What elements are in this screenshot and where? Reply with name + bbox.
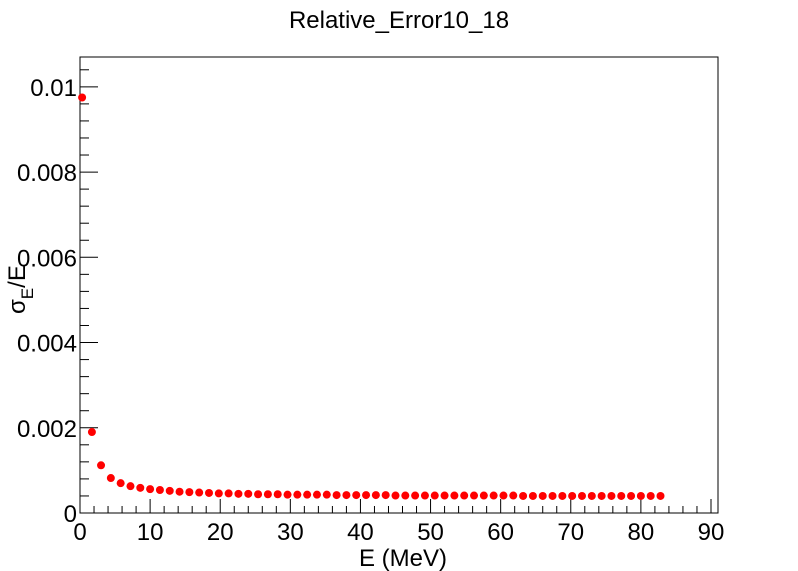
data-point bbox=[342, 491, 351, 500]
data-point bbox=[519, 491, 528, 500]
y-tick-label: 0.006 bbox=[17, 245, 77, 272]
data-point bbox=[607, 491, 616, 500]
data-point bbox=[440, 491, 449, 500]
x-tick-label: 80 bbox=[628, 519, 655, 546]
data-point bbox=[538, 491, 547, 500]
y-tick-label: 0 bbox=[64, 501, 77, 528]
data-point bbox=[293, 490, 302, 499]
data-point bbox=[489, 491, 498, 500]
data-point bbox=[391, 491, 400, 500]
y-label-slash: / bbox=[4, 281, 31, 288]
y-tick-label: 0.002 bbox=[17, 416, 77, 443]
data-point bbox=[499, 491, 508, 500]
data-point bbox=[352, 491, 361, 500]
y-label-sigma: σ bbox=[4, 299, 31, 314]
x-tick-label: 20 bbox=[207, 519, 234, 546]
data-point bbox=[509, 491, 518, 500]
data-point bbox=[195, 488, 204, 497]
data-point bbox=[450, 491, 459, 500]
data-point bbox=[234, 489, 243, 498]
x-axis-label: E (MeV) bbox=[359, 545, 447, 571]
data-point bbox=[273, 490, 282, 499]
y-axis: 0 0.002 0.004 0.006 0.008 0.01 bbox=[17, 69, 98, 528]
data-point bbox=[155, 485, 164, 494]
data-point bbox=[430, 491, 439, 500]
data-point bbox=[617, 491, 626, 500]
data-point bbox=[332, 491, 341, 500]
data-point bbox=[165, 486, 174, 495]
data-point bbox=[312, 490, 321, 499]
chart-title: Relative_Error10_18 bbox=[289, 7, 509, 34]
y-label-subscript: E bbox=[18, 288, 37, 299]
x-tick-label: 0 bbox=[73, 519, 86, 546]
data-point bbox=[254, 490, 263, 499]
y-tick-label: 0.008 bbox=[17, 160, 77, 187]
y-axis-label: σE/E bbox=[4, 265, 37, 314]
data-point bbox=[420, 491, 429, 500]
data-point bbox=[116, 479, 125, 488]
data-point bbox=[636, 491, 645, 500]
x-tick-label: 40 bbox=[347, 519, 374, 546]
x-tick-label: 30 bbox=[277, 519, 304, 546]
x-tick-label: 10 bbox=[137, 519, 164, 546]
data-point bbox=[577, 491, 586, 500]
data-point bbox=[214, 489, 223, 498]
x-tick-label: 50 bbox=[417, 519, 444, 546]
plot-frame bbox=[79, 56, 719, 514]
data-point bbox=[205, 488, 214, 497]
data-point bbox=[587, 491, 596, 500]
data-point bbox=[87, 428, 96, 437]
data-point bbox=[528, 491, 537, 500]
data-point bbox=[185, 488, 194, 497]
data-point bbox=[303, 490, 312, 499]
data-point bbox=[548, 491, 557, 500]
x-axis: 0 10 20 30 40 50 60 70 80 90 bbox=[73, 499, 724, 546]
y-tick-label: 0.004 bbox=[17, 331, 77, 358]
data-point bbox=[597, 491, 606, 500]
data-point bbox=[146, 485, 155, 494]
data-point bbox=[97, 461, 106, 470]
data-point bbox=[646, 491, 655, 500]
data-point bbox=[381, 491, 390, 500]
data-point bbox=[371, 491, 380, 500]
data-point bbox=[175, 487, 184, 496]
x-tick-label: 60 bbox=[487, 519, 514, 546]
data-point bbox=[78, 93, 87, 102]
data-point bbox=[470, 491, 479, 500]
y-tick-label: 0.01 bbox=[30, 75, 77, 102]
data-point bbox=[656, 491, 665, 500]
data-point bbox=[106, 474, 115, 483]
data-point bbox=[558, 491, 567, 500]
data-point bbox=[283, 490, 292, 499]
data-point bbox=[126, 482, 135, 491]
data-point bbox=[136, 483, 145, 492]
data-point bbox=[568, 491, 577, 500]
data-point bbox=[322, 490, 331, 499]
data-point bbox=[263, 490, 272, 499]
data-point bbox=[460, 491, 469, 500]
data-points bbox=[78, 93, 665, 500]
data-point bbox=[244, 489, 253, 498]
data-point bbox=[401, 491, 410, 500]
x-tick-label: 90 bbox=[698, 519, 725, 546]
data-point bbox=[411, 491, 420, 500]
data-point bbox=[362, 491, 371, 500]
data-point bbox=[627, 491, 636, 500]
data-point bbox=[479, 491, 488, 500]
data-point bbox=[224, 489, 233, 498]
x-tick-label: 70 bbox=[557, 519, 584, 546]
y-label-energy: E bbox=[4, 265, 31, 281]
